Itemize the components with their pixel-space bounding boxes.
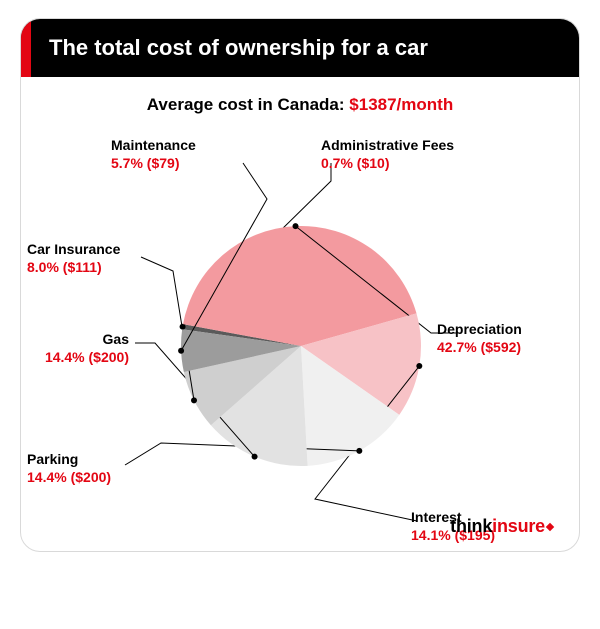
header-bar: The total cost of ownership for a car <box>21 19 579 77</box>
slice-label: Depreciation 42.7% ($592) <box>437 321 522 356</box>
slice-label: Parking 14.4% ($200) <box>27 451 111 486</box>
slice-name: Administrative Fees <box>321 137 454 153</box>
brand-logo: thinkinsure <box>450 516 553 537</box>
logo-part-2: insure <box>492 516 545 536</box>
page-title: The total cost of ownership for a car <box>31 19 428 77</box>
slice-value: 8.0% ($111) <box>27 259 102 275</box>
slice-label: Administrative Fees 0.7% ($10) <box>321 137 454 172</box>
slice-name: Parking <box>27 451 78 467</box>
subhead-prefix: Average cost in Canada: <box>147 95 350 114</box>
slice-name: Maintenance <box>111 137 196 153</box>
slice-name: Car Insurance <box>27 241 120 257</box>
subhead: Average cost in Canada: $1387/month <box>21 77 579 121</box>
slice-value: 42.7% ($592) <box>437 339 521 355</box>
pie-chart: Administrative Fees 0.7% ($10) Depreciatio… <box>21 121 579 551</box>
slice-label: Car Insurance 8.0% ($111) <box>27 241 120 276</box>
header-accent <box>21 19 31 77</box>
logo-part-1: think <box>450 516 492 536</box>
logo-dot-icon <box>546 523 554 531</box>
slice-label: Maintenance 5.7% ($79) <box>111 137 196 172</box>
slice-value: 14.4% ($200) <box>27 469 111 485</box>
slice-value: 14.4% ($200) <box>45 349 129 365</box>
slice-value: 0.7% ($10) <box>321 155 389 171</box>
subhead-amount: $1387/month <box>349 95 453 114</box>
leader-dot <box>178 348 184 354</box>
infographic-card: The total cost of ownership for a car Av… <box>20 18 580 552</box>
slice-label: Gas 14.4% ($200) <box>45 331 129 366</box>
slice-value: 5.7% ($79) <box>111 155 179 171</box>
slice-name: Depreciation <box>437 321 522 337</box>
slice-name: Gas <box>103 331 129 347</box>
